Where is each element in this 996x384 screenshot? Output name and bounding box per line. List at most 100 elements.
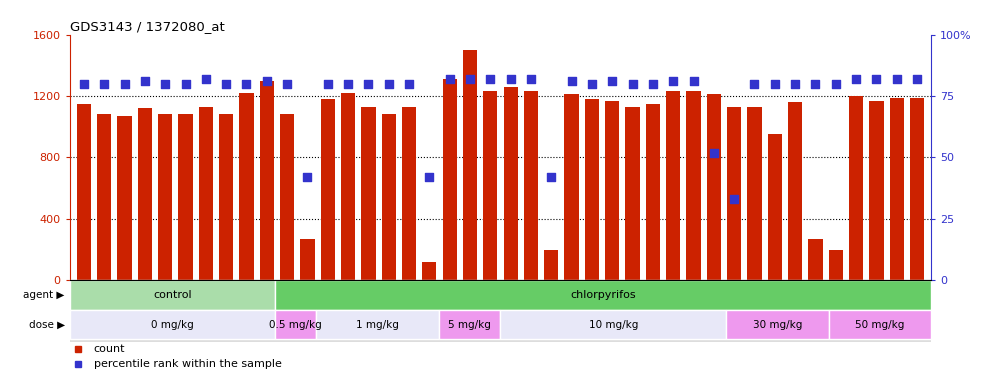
Text: chlorpyrifos: chlorpyrifos: [571, 290, 635, 300]
Bar: [726, 310, 829, 339]
Bar: [402, 107, 416, 280]
Bar: [77, 104, 91, 280]
Point: [564, 78, 580, 84]
Point: [157, 81, 173, 87]
Text: 1 mg/kg: 1 mg/kg: [356, 320, 398, 330]
Point: [340, 81, 356, 87]
Bar: [870, 101, 883, 280]
Bar: [747, 107, 762, 280]
Bar: [500, 310, 726, 339]
Bar: [260, 81, 274, 280]
Bar: [829, 310, 931, 339]
Bar: [768, 134, 782, 280]
Bar: [98, 114, 112, 280]
Text: 10 mg/kg: 10 mg/kg: [589, 320, 638, 330]
Point: [279, 81, 295, 87]
Bar: [727, 107, 741, 280]
Point: [909, 76, 925, 82]
Point: [624, 81, 640, 87]
Bar: [137, 108, 152, 280]
Text: 0 mg/kg: 0 mg/kg: [151, 320, 193, 330]
Bar: [422, 262, 436, 280]
Point: [544, 174, 560, 180]
Bar: [829, 250, 843, 280]
Point: [177, 81, 193, 87]
Point: [198, 76, 214, 82]
Point: [503, 76, 519, 82]
Point: [726, 196, 742, 202]
Bar: [239, 93, 254, 280]
Bar: [275, 280, 931, 310]
Bar: [788, 102, 802, 280]
Point: [136, 78, 152, 84]
Bar: [321, 99, 335, 280]
Text: agent ▶: agent ▶: [23, 290, 65, 300]
Bar: [199, 107, 213, 280]
Point: [665, 78, 681, 84]
Bar: [585, 99, 599, 280]
Bar: [504, 87, 518, 280]
Point: [828, 81, 844, 87]
Point: [380, 81, 396, 87]
Point: [320, 81, 336, 87]
Bar: [565, 94, 579, 280]
Point: [869, 76, 884, 82]
Point: [76, 81, 92, 87]
Bar: [483, 91, 497, 280]
Bar: [219, 114, 233, 280]
Bar: [301, 239, 315, 280]
Point: [259, 78, 275, 84]
Bar: [70, 280, 275, 310]
Bar: [666, 91, 680, 280]
Point: [300, 174, 316, 180]
Bar: [280, 114, 294, 280]
Point: [747, 81, 763, 87]
Text: percentile rank within the sample: percentile rank within the sample: [94, 359, 282, 369]
Point: [706, 149, 722, 156]
Bar: [341, 93, 356, 280]
Bar: [463, 50, 477, 280]
Point: [421, 174, 437, 180]
Point: [685, 78, 701, 84]
Point: [888, 76, 904, 82]
Point: [584, 81, 600, 87]
Point: [787, 81, 803, 87]
Bar: [707, 94, 721, 280]
Point: [645, 81, 661, 87]
Bar: [849, 96, 864, 280]
Point: [808, 81, 824, 87]
Point: [523, 76, 539, 82]
Text: GDS3143 / 1372080_at: GDS3143 / 1372080_at: [70, 20, 224, 33]
Bar: [809, 239, 823, 280]
Bar: [442, 79, 457, 280]
Bar: [70, 280, 931, 342]
Text: control: control: [153, 290, 191, 300]
Bar: [70, 310, 275, 339]
Text: 0.5 mg/kg: 0.5 mg/kg: [269, 320, 322, 330]
Bar: [118, 116, 131, 280]
Bar: [362, 107, 375, 280]
Point: [117, 81, 132, 87]
Point: [849, 76, 865, 82]
Bar: [381, 114, 395, 280]
Bar: [316, 310, 439, 339]
Bar: [910, 98, 924, 280]
Text: count: count: [94, 344, 125, 354]
Point: [441, 76, 457, 82]
Bar: [439, 310, 500, 339]
Bar: [625, 107, 639, 280]
Point: [605, 78, 621, 84]
Bar: [889, 98, 903, 280]
Text: 30 mg/kg: 30 mg/kg: [753, 320, 802, 330]
Bar: [158, 114, 172, 280]
Bar: [544, 250, 559, 280]
Point: [401, 81, 417, 87]
Bar: [645, 104, 660, 280]
Bar: [686, 91, 700, 280]
Bar: [606, 101, 620, 280]
Point: [97, 81, 113, 87]
Bar: [275, 310, 316, 339]
Text: 50 mg/kg: 50 mg/kg: [856, 320, 904, 330]
Point: [361, 81, 376, 87]
Bar: [178, 114, 192, 280]
